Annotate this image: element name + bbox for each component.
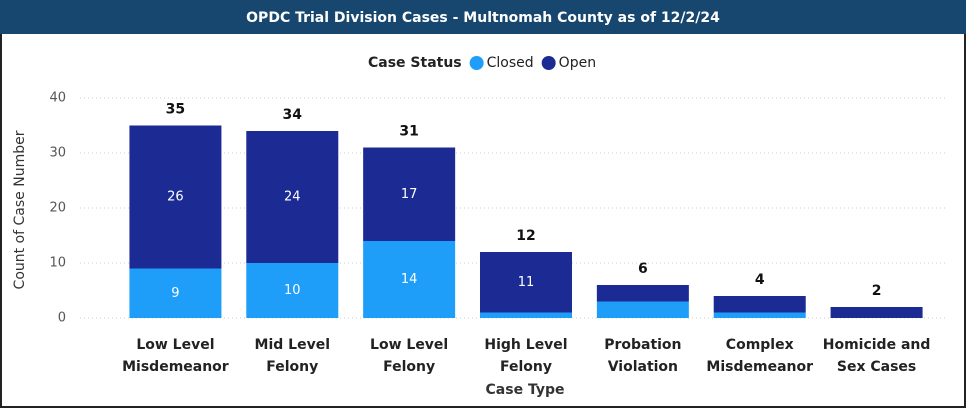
x-tick-label: Probation xyxy=(604,337,681,353)
bar-value-label: 26 xyxy=(167,190,184,205)
total-label: 6 xyxy=(638,261,648,277)
x-tick-label: Felony xyxy=(500,359,552,375)
legend-label: Open xyxy=(559,55,596,71)
y-axis-title: Count of Case Number xyxy=(12,130,28,289)
x-tick-label: High Level xyxy=(484,337,567,353)
bar-segment xyxy=(129,125,222,269)
bar-segment xyxy=(246,263,339,318)
bar-value-label: 11 xyxy=(518,275,535,290)
bar-segment xyxy=(246,131,339,263)
y-tick-label: 20 xyxy=(49,201,66,216)
bar-segment xyxy=(480,252,572,313)
x-tick-label: Low Level xyxy=(136,337,214,353)
chart-title: OPDC Trial Division Cases - Multnomah Co… xyxy=(246,10,720,26)
y-tick-label: 10 xyxy=(49,256,66,271)
bar-segment xyxy=(830,307,923,318)
x-tick-label: Sex Cases xyxy=(837,359,916,375)
bar-segment xyxy=(363,147,456,241)
x-tick-label: Homicide and xyxy=(823,337,931,353)
bar-segment xyxy=(596,301,689,318)
x-tick-label: Felony xyxy=(266,359,318,375)
x-tick-label: Misdemeanor xyxy=(706,359,813,375)
bar-value-label: 9 xyxy=(171,286,179,301)
bar-segment xyxy=(129,268,222,318)
bar-value-label: 10 xyxy=(284,283,301,298)
legend-swatch xyxy=(469,56,484,70)
bar-value-label: 24 xyxy=(284,190,301,205)
legend-title: Case Status xyxy=(368,55,462,71)
legend-swatch xyxy=(541,56,556,70)
y-tick-label: 30 xyxy=(49,146,66,161)
total-label: 2 xyxy=(872,283,882,299)
bar-segment xyxy=(480,312,572,318)
total-label: 34 xyxy=(283,107,303,123)
bar-segment xyxy=(713,312,806,318)
legend-label: Closed xyxy=(487,55,534,71)
x-tick-label: Mid Level xyxy=(255,337,330,353)
x-tick-label: Low Level xyxy=(370,337,448,353)
bar-segment xyxy=(596,285,689,302)
x-tick-label: Felony xyxy=(383,359,435,375)
total-label: 31 xyxy=(399,124,418,140)
y-tick-label: 40 xyxy=(49,91,66,106)
total-label: 12 xyxy=(516,228,535,244)
bar-segment xyxy=(363,241,456,318)
bar-segment xyxy=(713,296,806,313)
x-axis-title: Case Type xyxy=(486,382,565,398)
x-tick-label: Violation xyxy=(608,359,678,375)
total-label: 4 xyxy=(755,272,765,288)
x-tick-label: Complex xyxy=(726,337,794,353)
total-label: 35 xyxy=(166,102,185,118)
y-tick-label: 0 xyxy=(58,311,66,326)
bar-value-label: 17 xyxy=(401,187,418,202)
x-tick-label: Misdemeanor xyxy=(122,359,229,375)
bar-value-label: 14 xyxy=(401,272,418,287)
header xyxy=(0,0,966,34)
